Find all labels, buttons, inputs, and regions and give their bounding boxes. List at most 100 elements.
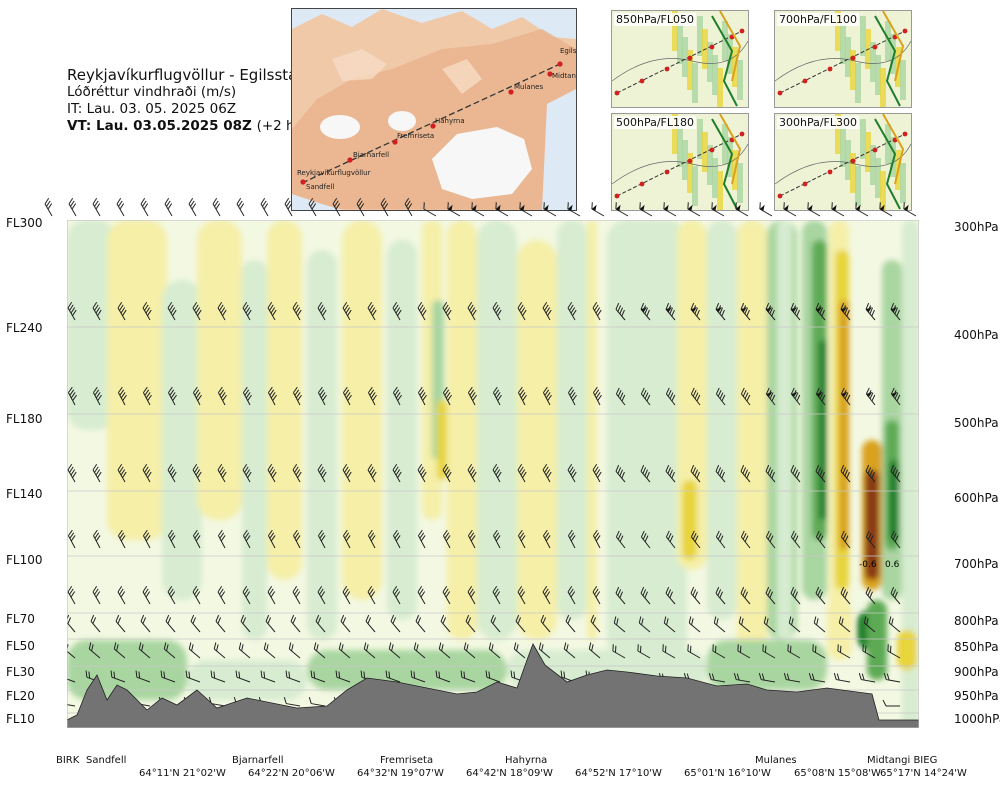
wind-barb — [592, 386, 602, 406]
wind-barb — [342, 586, 351, 605]
map-label-hahyrna: Hahyrna — [435, 117, 465, 125]
wind-barb — [392, 386, 402, 406]
wind-field-cell — [897, 630, 917, 670]
wind-barb — [317, 586, 326, 605]
wind-barb — [588, 642, 601, 659]
wind-barb — [615, 464, 626, 483]
wind-barb — [492, 302, 502, 321]
wind-barb — [513, 642, 526, 659]
wind-field-cell — [517, 240, 557, 640]
wind-barb — [235, 670, 251, 683]
wind-field-cell — [67, 220, 117, 430]
wind-barb — [807, 202, 821, 217]
wind-barb — [465, 614, 476, 633]
hpa-label: 300hPa — [954, 220, 999, 234]
station-label-mulanes: Mulanes — [755, 755, 797, 766]
wind-field-cell — [819, 340, 827, 520]
wind-barb — [688, 616, 701, 633]
cross-section-svg: -0.6 0.6 — [58, 219, 920, 729]
wind-barb — [790, 387, 801, 406]
wind-barb — [492, 586, 501, 605]
valid-time-offset: (+2 h) — [256, 118, 300, 134]
fl-label: FL50 — [6, 639, 35, 653]
wind-barb — [840, 302, 851, 321]
wind-barb — [519, 202, 533, 217]
wind-barb — [467, 302, 477, 321]
wind-barb — [665, 302, 676, 321]
wind-field-cell — [867, 600, 887, 680]
wind-barb — [292, 386, 302, 406]
wind-barb — [290, 614, 301, 633]
wind-barb — [67, 529, 76, 549]
wind-field-cell — [477, 220, 517, 640]
map-svg: Egilsst Midtang Mulanes Hahyrna Fremrise… — [292, 9, 576, 210]
wind-barb — [335, 670, 351, 683]
wind-barb — [212, 198, 221, 217]
wind-barb — [442, 586, 451, 605]
wind-barb — [192, 464, 202, 483]
wind-barb — [690, 302, 701, 321]
wind-barb — [567, 529, 576, 549]
wind-barb — [711, 202, 725, 217]
wind-barb — [367, 302, 377, 321]
wind-barb — [138, 642, 151, 659]
wind-barb — [715, 586, 726, 605]
wind-barb — [765, 586, 776, 605]
wind-barb — [638, 616, 651, 633]
wind-barb — [467, 464, 477, 483]
hpa-label: 900hPa — [954, 665, 999, 679]
wind-barb — [260, 198, 269, 217]
wind-barb — [185, 670, 201, 683]
wind-barb — [313, 642, 326, 659]
wind-barb — [758, 672, 776, 683]
wind-barb — [285, 670, 301, 683]
wind-barb — [840, 387, 851, 406]
wind-barb — [167, 386, 177, 406]
wind-barb — [242, 386, 252, 406]
wind-barb — [117, 302, 127, 321]
wind-barb — [542, 386, 552, 406]
wind-barb — [442, 386, 452, 406]
wind-barb — [840, 586, 851, 605]
wind-barb — [308, 696, 326, 707]
hpa-label: 850hPa — [954, 640, 999, 654]
wind-barb — [367, 586, 376, 605]
hpa-label: 400hPa — [954, 328, 999, 342]
wind-barb — [783, 202, 797, 217]
wind-barb — [167, 302, 177, 321]
wind-barb — [417, 386, 427, 406]
wind-barb — [292, 302, 302, 321]
wind-barb — [442, 302, 452, 321]
wind-barb — [590, 614, 601, 633]
wind-barb — [310, 670, 326, 683]
wind-barb — [117, 586, 126, 605]
coord-label: 65°08'N 15°08'W — [794, 768, 881, 779]
wind-barb — [765, 302, 776, 321]
hpa-label: 600hPa — [954, 491, 999, 505]
wind-barb — [116, 198, 125, 217]
top-wind-barbs — [44, 198, 917, 217]
wind-barb — [413, 642, 426, 659]
wind-barb — [164, 198, 173, 217]
wind-barb — [890, 464, 901, 483]
wind-barb — [615, 586, 626, 605]
wind-barb — [380, 198, 389, 217]
wind-barb — [217, 302, 227, 321]
wind-barb — [715, 387, 726, 406]
wind-barb — [68, 198, 77, 217]
wind-barb — [613, 616, 626, 633]
wind-barb — [142, 586, 151, 605]
map-label-egilsst: Egilsst — [560, 47, 576, 55]
wind-barb — [640, 302, 651, 321]
wind-field-cell — [162, 280, 202, 600]
hpa-label: 1000hPa — [954, 712, 1000, 726]
wind-barb — [267, 464, 277, 483]
map-label-reykjavik: Reykjavíkurflugvöllur — [297, 169, 371, 177]
wind-barb — [879, 202, 893, 217]
wind-barb — [463, 642, 476, 659]
wind-barb — [142, 529, 151, 549]
wind-barb — [217, 386, 227, 406]
inset-500-label: 500hPa/FL180 — [614, 116, 697, 129]
hpa-label: 950hPa — [954, 689, 999, 703]
wind-barb — [390, 614, 401, 633]
